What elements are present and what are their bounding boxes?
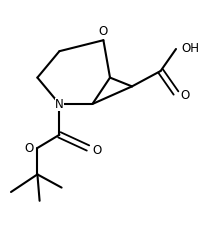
Text: O: O [24,142,33,155]
Text: N: N [55,98,64,111]
Text: O: O [92,143,102,156]
Text: O: O [180,88,190,101]
Text: O: O [99,25,108,38]
Text: OH: OH [182,42,200,55]
